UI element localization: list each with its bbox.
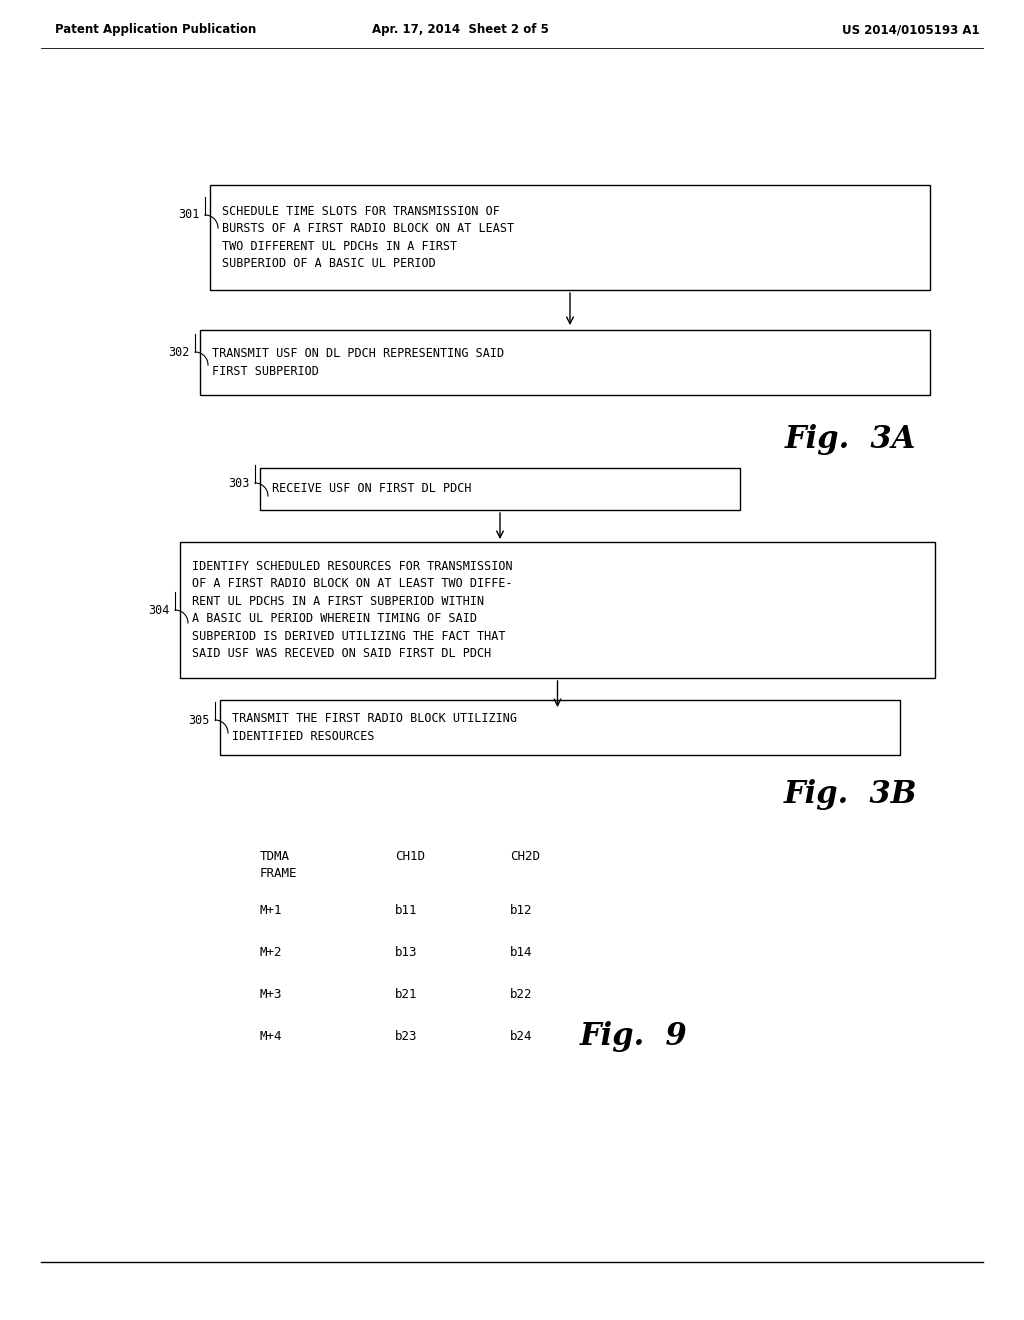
Text: RECEIVE USF ON FIRST DL PDCH: RECEIVE USF ON FIRST DL PDCH: [272, 483, 471, 495]
Text: US 2014/0105193 A1: US 2014/0105193 A1: [843, 24, 980, 37]
Text: 303: 303: [228, 477, 250, 490]
Text: b21: b21: [395, 987, 418, 1001]
Text: M+4: M+4: [260, 1030, 283, 1043]
Text: SCHEDULE TIME SLOTS FOR TRANSMISSION OF
BURSTS OF A FIRST RADIO BLOCK ON AT LEAS: SCHEDULE TIME SLOTS FOR TRANSMISSION OF …: [222, 205, 514, 271]
Text: b12: b12: [510, 903, 532, 916]
Text: Patent Application Publication: Patent Application Publication: [55, 24, 256, 37]
Text: 305: 305: [188, 714, 210, 726]
Text: b22: b22: [510, 987, 532, 1001]
Text: M+3: M+3: [260, 987, 283, 1001]
Text: TDMA
FRAME: TDMA FRAME: [260, 850, 298, 880]
Text: b14: b14: [510, 945, 532, 958]
Text: Fig.  9: Fig. 9: [580, 1020, 688, 1052]
Bar: [210, 185, 930, 290]
Text: Fig.  3A: Fig. 3A: [784, 425, 915, 455]
Text: b13: b13: [395, 945, 418, 958]
Text: b23: b23: [395, 1030, 418, 1043]
Text: CH2D: CH2D: [510, 850, 540, 863]
Text: 304: 304: [148, 603, 170, 616]
Text: CH1D: CH1D: [395, 850, 425, 863]
Text: Fig.  3B: Fig. 3B: [783, 780, 916, 810]
Bar: [220, 700, 900, 755]
Text: M+1: M+1: [260, 903, 283, 916]
Text: b24: b24: [510, 1030, 532, 1043]
Bar: [200, 330, 930, 395]
Text: Apr. 17, 2014  Sheet 2 of 5: Apr. 17, 2014 Sheet 2 of 5: [372, 24, 549, 37]
Text: IDENTIFY SCHEDULED RESOURCES FOR TRANSMISSION
OF A FIRST RADIO BLOCK ON AT LEAST: IDENTIFY SCHEDULED RESOURCES FOR TRANSMI…: [193, 560, 513, 660]
Text: b11: b11: [395, 903, 418, 916]
Bar: [180, 543, 935, 678]
Text: TRANSMIT USF ON DL PDCH REPRESENTING SAID
FIRST SUBPERIOD: TRANSMIT USF ON DL PDCH REPRESENTING SAI…: [212, 347, 504, 378]
Text: TRANSMIT THE FIRST RADIO BLOCK UTILIZING
IDENTIFIED RESOURCES: TRANSMIT THE FIRST RADIO BLOCK UTILIZING…: [232, 713, 517, 743]
Text: 301: 301: [178, 209, 200, 222]
Text: M+2: M+2: [260, 945, 283, 958]
Text: 302: 302: [169, 346, 190, 359]
Bar: [260, 469, 740, 510]
